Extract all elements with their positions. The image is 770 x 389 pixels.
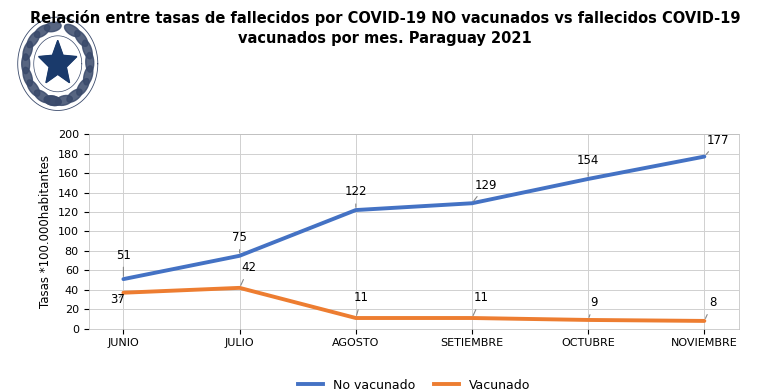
Text: 9: 9 [589, 296, 598, 317]
Polygon shape [67, 89, 82, 102]
Text: 154: 154 [577, 154, 599, 176]
Polygon shape [84, 66, 93, 85]
Text: 37: 37 [110, 293, 125, 307]
Polygon shape [27, 32, 40, 48]
Text: 75: 75 [233, 231, 247, 253]
Polygon shape [77, 79, 89, 95]
Y-axis label: Tasas *100.000habitantes: Tasas *100.000habitantes [39, 155, 52, 308]
Text: 42: 42 [241, 261, 256, 286]
Polygon shape [45, 96, 61, 105]
Text: 11: 11 [473, 291, 489, 315]
Polygon shape [82, 40, 92, 59]
Polygon shape [55, 95, 72, 105]
Polygon shape [45, 96, 61, 105]
Polygon shape [27, 80, 40, 96]
Text: 11: 11 [354, 291, 369, 315]
Polygon shape [85, 53, 94, 72]
Polygon shape [35, 25, 50, 37]
Polygon shape [45, 22, 61, 32]
Polygon shape [23, 42, 32, 60]
Polygon shape [22, 54, 30, 74]
Legend: No vacunado, Vacunado: No vacunado, Vacunado [293, 374, 535, 389]
Text: Relación entre tasas de fallecidos por COVID-19 NO vacunados vs fallecidos COVID: Relación entre tasas de fallecidos por C… [30, 10, 740, 46]
Text: 51: 51 [116, 249, 131, 276]
Text: 8: 8 [705, 296, 716, 318]
Polygon shape [23, 67, 32, 86]
Polygon shape [35, 90, 50, 103]
Text: 122: 122 [344, 186, 367, 207]
Polygon shape [38, 40, 77, 83]
Text: 177: 177 [706, 134, 729, 154]
Text: 129: 129 [474, 179, 497, 201]
Polygon shape [65, 25, 80, 37]
Polygon shape [75, 30, 88, 46]
